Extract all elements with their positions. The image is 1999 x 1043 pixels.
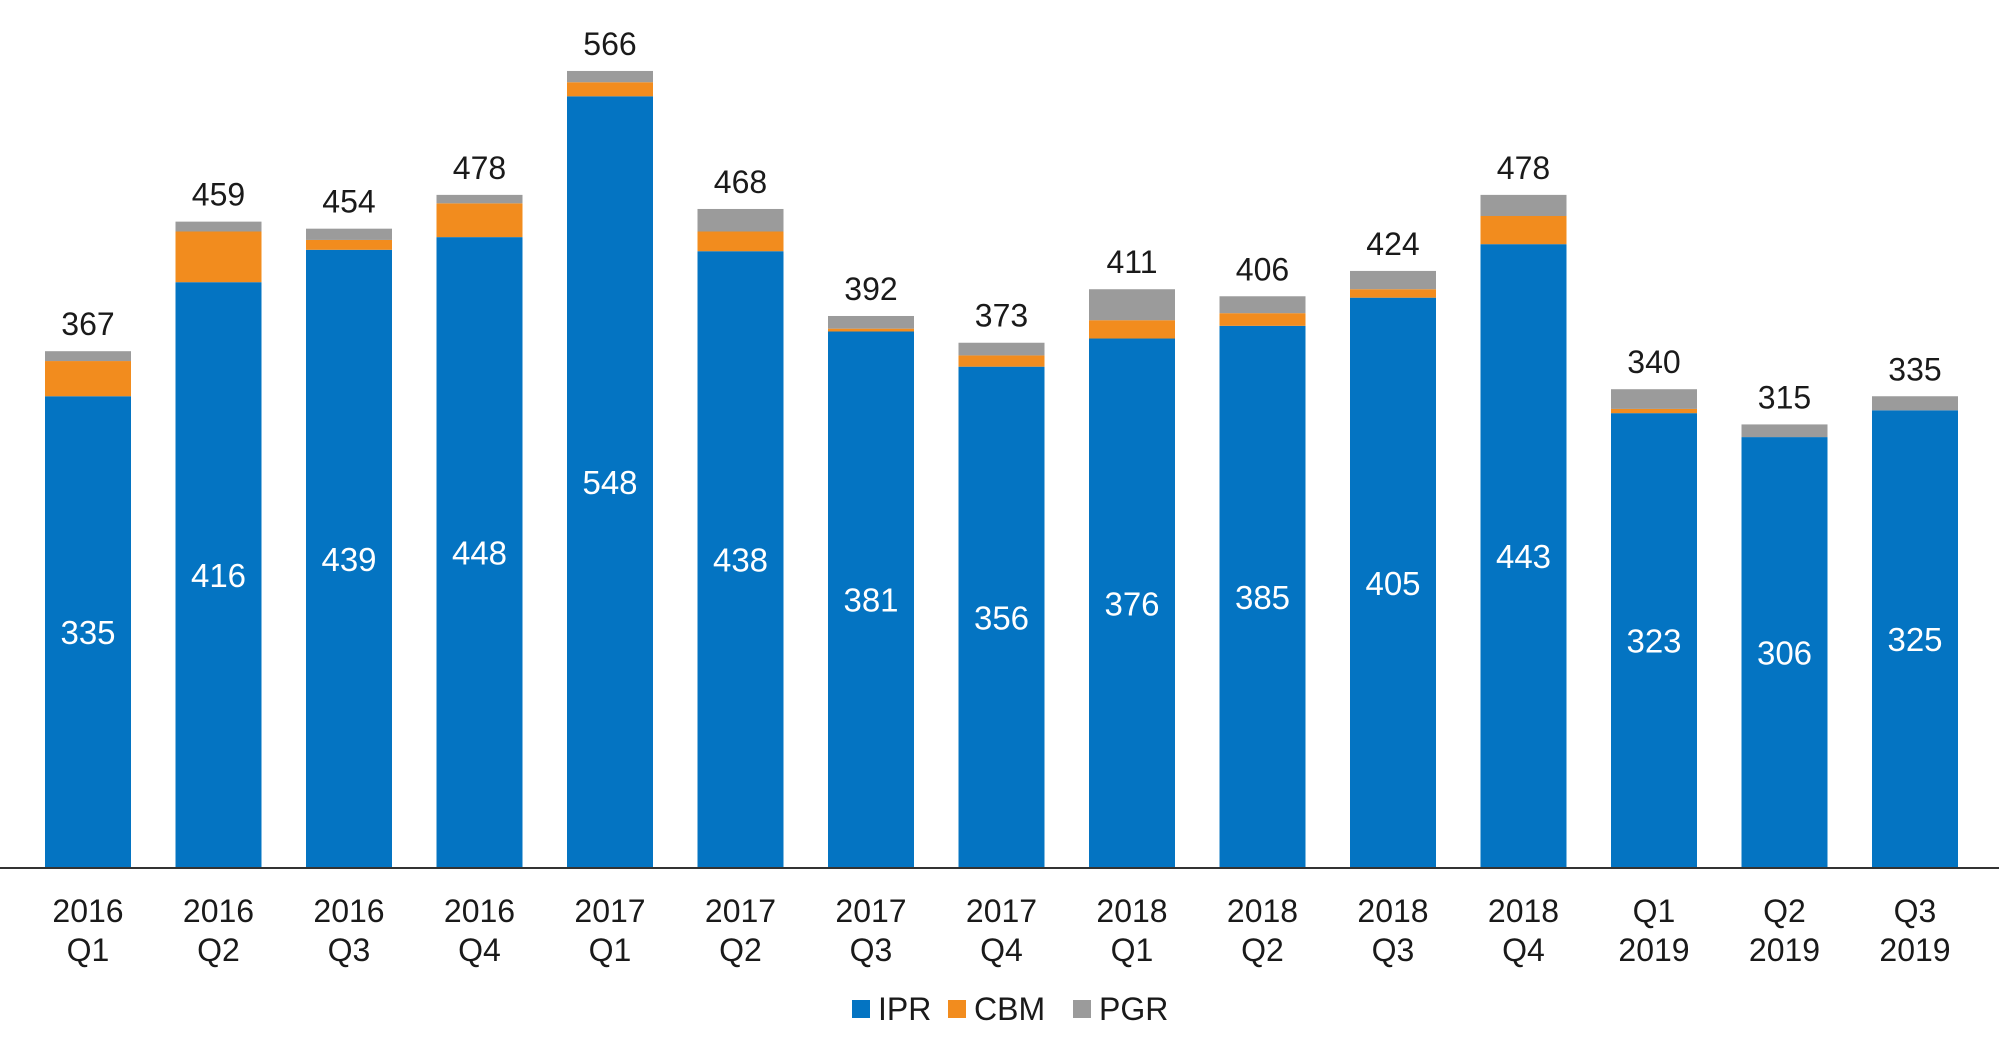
total-value-label: 478 [453,150,506,186]
x-tick-label: 2016 [183,893,254,929]
x-tick-label: Q2 [1763,893,1806,929]
bar-segment-cbm [698,231,784,251]
total-value-label: 315 [1758,379,1811,415]
ipr-value-label: 439 [321,541,376,578]
bar-segment-pgr [959,343,1045,356]
legend-label-cbm: CBM [974,991,1045,1027]
bar-segment-pgr [1089,289,1175,320]
x-tick-label: Q2 [197,932,240,968]
x-tick-label: 2019 [1618,932,1689,968]
x-tick-label: Q3 [1894,893,1937,929]
total-value-label: 340 [1627,344,1680,380]
x-tick-label: 2016 [313,893,384,929]
bar-segment-pgr [45,351,131,361]
bar-segment-cbm [567,82,653,96]
total-value-label: 367 [61,306,114,342]
x-tick-label: Q3 [1372,932,1415,968]
total-value-label: 454 [322,184,375,220]
ipr-value-label: 376 [1104,585,1159,622]
bar-segment-cbm [306,240,392,250]
bar-segment-pgr [1350,271,1436,289]
total-value-label: 459 [192,177,245,213]
total-value-label: 478 [1497,150,1550,186]
bar-segment-pgr [1220,296,1306,313]
bar-segment-cbm [959,355,1045,366]
bar-segment-cbm [1481,216,1567,244]
x-tick-label: Q4 [980,932,1023,968]
legend-swatch-pgr [1073,1000,1091,1018]
total-value-label: 335 [1888,351,1941,387]
x-tick-label: Q4 [458,932,501,968]
ipr-value-label: 438 [713,542,768,579]
ipr-value-label: 385 [1235,579,1290,616]
x-tick-label: 2017 [835,893,906,929]
x-tick-label: Q2 [719,932,762,968]
total-value-label: 392 [844,271,897,307]
bar-segment-pgr [1481,195,1567,216]
x-tick-label: 2017 [705,893,776,929]
x-tick-label: 2019 [1749,932,1820,968]
bar-segment-pgr [1611,389,1697,409]
bar-segment-pgr [698,209,784,232]
ipr-value-label: 416 [191,557,246,594]
ipr-value-label: 356 [974,599,1029,636]
bar-segment-cbm [437,203,523,237]
total-value-label: 373 [975,298,1028,334]
x-tick-label: Q4 [1502,932,1545,968]
x-tick-label: 2018 [1096,893,1167,929]
x-tick-label: 2018 [1488,893,1559,929]
legend-label-pgr: PGR [1099,991,1168,1027]
bar-segment-pgr [1872,396,1958,410]
ipr-value-label: 335 [60,614,115,651]
bar-segment-pgr [1742,424,1828,437]
bar-segment-pgr [176,222,262,232]
bar-segment-cbm [1611,409,1697,413]
bar-segment-pgr [437,195,523,203]
ipr-value-label: 381 [843,582,898,619]
x-tick-label: Q1 [1633,893,1676,929]
x-tick-label: Q1 [67,932,110,968]
ipr-value-label: 548 [582,464,637,501]
bar-segment-cbm [828,329,914,332]
x-tick-label: Q1 [1111,932,1154,968]
bar-segment-cbm [176,231,262,282]
bar-segment-pgr [306,229,392,240]
x-tick-label: Q3 [850,932,893,968]
legend-swatch-cbm [948,1000,966,1018]
legend: IPR CBM PGR [852,991,1168,1027]
x-tick-label: 2017 [966,893,1037,929]
ipr-value-label: 448 [452,535,507,572]
total-value-label: 411 [1106,244,1157,280]
x-tick-label: 2019 [1879,932,1950,968]
total-value-label: 406 [1236,251,1289,287]
total-value-label: 468 [714,164,767,200]
x-tick-label: 2016 [444,893,515,929]
total-value-label: 566 [583,26,636,62]
ipr-value-label: 443 [1496,538,1551,575]
bar-segment-cbm [45,361,131,396]
ipr-value-label: 405 [1365,565,1420,602]
x-tick-label: 2018 [1357,893,1428,929]
ipr-value-label: 323 [1626,623,1681,660]
bar-segment-cbm [1089,320,1175,338]
x-tick-label: Q2 [1241,932,1284,968]
ipr-value-label: 325 [1887,621,1942,658]
x-tick-label: 2016 [52,893,123,929]
legend-swatch-ipr [852,1000,870,1018]
ipr-value-label: 306 [1757,635,1812,672]
bar-segment-cbm [1350,289,1436,297]
x-tick-label: 2018 [1227,893,1298,929]
bar-segment-pgr [828,316,914,329]
bar-segment-cbm [1220,313,1306,326]
x-tick-label: Q3 [328,932,371,968]
total-value-label: 424 [1366,226,1419,262]
legend-label-ipr: IPR [878,991,931,1027]
x-tick-label: Q1 [589,932,632,968]
x-axis-tick-labels: 2016Q12016Q22016Q32016Q42017Q12017Q22017… [52,893,1950,968]
x-tick-label: 2017 [574,893,645,929]
bar-segment-pgr [567,71,653,82]
